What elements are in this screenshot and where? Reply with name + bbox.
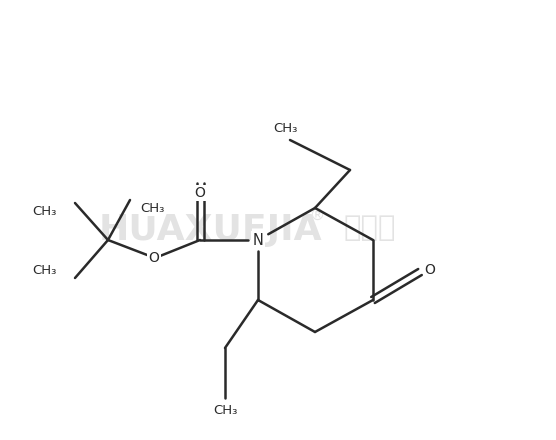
- Text: CH₃: CH₃: [33, 205, 57, 217]
- Text: O: O: [425, 263, 435, 277]
- Text: CH₃: CH₃: [273, 121, 297, 135]
- Text: 化学加: 化学加: [344, 214, 396, 242]
- Text: CH₃: CH₃: [33, 264, 57, 276]
- Text: HUAXUEJIA: HUAXUEJIA: [98, 213, 322, 247]
- Text: N: N: [252, 232, 264, 247]
- Text: CH₃: CH₃: [213, 403, 237, 417]
- Text: O: O: [195, 186, 205, 200]
- Text: CH₃: CH₃: [140, 202, 165, 215]
- Text: O: O: [148, 251, 160, 265]
- Text: ®: ®: [310, 208, 326, 223]
